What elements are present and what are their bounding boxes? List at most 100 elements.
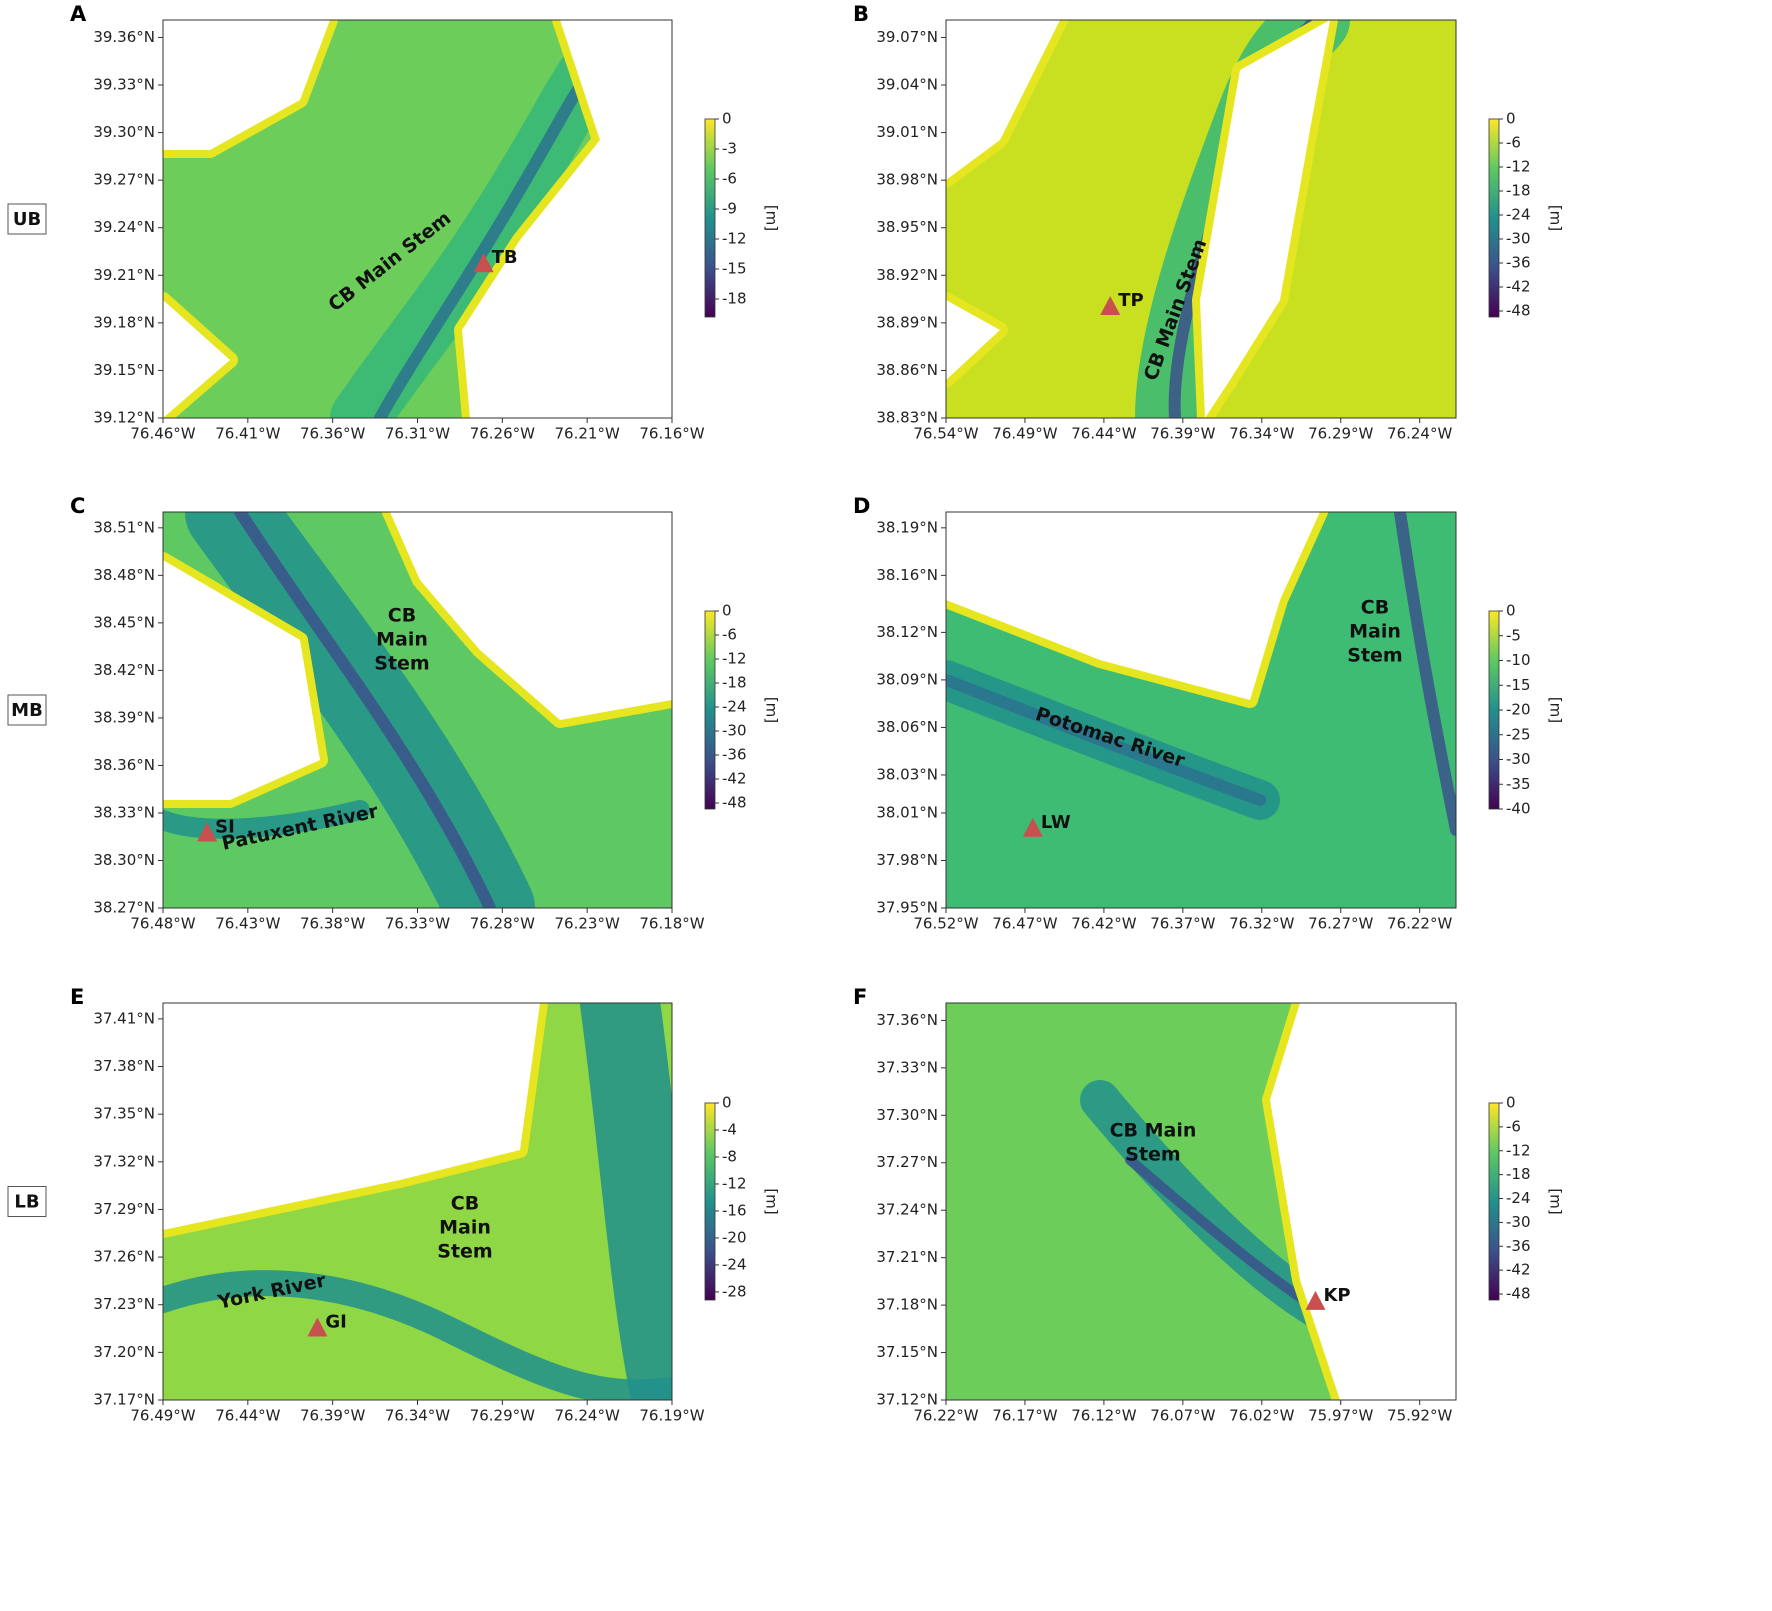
land (163, 300, 230, 418)
colorbar (1488, 118, 1500, 318)
x-tick-label: 76.47°W (992, 915, 1057, 933)
region-label: MB (11, 700, 43, 721)
x-tick-label: 76.34°W (1229, 425, 1294, 443)
channel (163, 800, 370, 839)
colorbar-tick-label: -15 (722, 260, 747, 278)
y-tick-label: 37.95°N (876, 899, 938, 917)
y-tick-label: 37.29°N (93, 1200, 155, 1218)
y-tick-label: 37.23°N (93, 1295, 155, 1313)
colorbar-tick-label: -30 (1506, 1213, 1531, 1231)
axes-frame (945, 511, 1457, 909)
channel (946, 674, 1266, 806)
x-tick-label: 76.38°W (300, 915, 365, 933)
colorbar-label: [m] (763, 205, 781, 231)
colorbar-tick-label: -48 (1506, 302, 1531, 320)
colorbar-tick-label: -36 (1506, 254, 1531, 272)
land (163, 1003, 540, 1230)
y-tick-label: 39.15°N (93, 361, 155, 379)
y-tick-label: 37.18°N (876, 1296, 938, 1314)
x-tick-label: 76.44°W (1071, 425, 1136, 443)
map-annotation: CB (1361, 597, 1389, 619)
y-tick-label: 38.03°N (876, 765, 938, 783)
y-tick-label: 38.09°N (876, 670, 938, 688)
x-tick-label: 76.37°W (1150, 915, 1215, 933)
colorbar-tick-label: -12 (722, 650, 747, 668)
colorbar-tick-label: -4 (722, 1120, 737, 1138)
x-tick-label: 76.33°W (385, 915, 450, 933)
colorbar-tick-label: -18 (722, 290, 747, 308)
colorbar-tick-label: -36 (722, 746, 747, 764)
colorbar-tick-label: -5 (1506, 626, 1521, 644)
map-annotation: Main (376, 629, 428, 651)
bathymetry (946, 512, 1456, 908)
colorbar-tick-label: 0 (722, 110, 732, 128)
x-tick-label: 76.17°W (992, 1407, 1057, 1425)
x-tick-label: 76.34°W (385, 1407, 450, 1425)
land (163, 20, 330, 150)
x-tick-label: 76.42°W (1071, 915, 1136, 933)
land (946, 300, 1000, 380)
colorbar-tick-label: -6 (722, 170, 737, 188)
colorbar-tick-label: -30 (1506, 750, 1531, 768)
y-tick-label: 39.18°N (93, 313, 155, 331)
x-tick-label: 76.44°W (215, 1407, 280, 1425)
land (462, 20, 672, 418)
y-tick-label: 38.83°N (876, 409, 938, 427)
bathymetry (163, 512, 672, 908)
panel-letter: D (853, 494, 870, 518)
colorbar-tick-label: -35 (1506, 775, 1531, 793)
colorbar-label: [m] (763, 697, 781, 723)
y-tick-label: 39.36°N (93, 28, 155, 46)
x-tick-label: 76.29°W (470, 1407, 535, 1425)
map-panel: 76.52°W 76.47°W 76.42°W 76.37°W 76.32°W 76.27… (853, 494, 1565, 933)
station-marker (307, 1317, 328, 1337)
x-tick-label: 76.23°W (555, 915, 620, 933)
colorbar-tick-label: -20 (1506, 701, 1531, 719)
x-tick-label: 76.18°W (639, 915, 704, 933)
colorbar-tick-label: -28 (722, 1282, 747, 1300)
colorbar-tick-label: -30 (722, 722, 747, 740)
colorbar-tick-label: -18 (1506, 1165, 1531, 1183)
x-tick-label: 76.22°W (913, 1407, 978, 1425)
land (946, 512, 1320, 700)
colorbar-label: [m] (1547, 1188, 1565, 1214)
x-tick-label: 76.19°W (639, 1407, 704, 1425)
x-tick-label: 76.39°W (1150, 425, 1215, 443)
x-tick-label: 76.24°W (1387, 425, 1452, 443)
colorbar (704, 118, 716, 318)
x-tick-label: 76.29°W (1308, 425, 1373, 443)
y-tick-label: 38.45°N (93, 613, 155, 631)
colorbar (1488, 1102, 1500, 1301)
y-tick-label: 38.89°N (876, 313, 938, 331)
map-annotation: CB (388, 605, 416, 627)
y-tick-label: 39.04°N (876, 76, 938, 94)
y-tick-label: 38.48°N (93, 566, 155, 584)
y-tick-label: 37.41°N (93, 1009, 155, 1027)
map-annotation: Stem (437, 1241, 492, 1263)
x-tick-label: 76.27°W (1308, 915, 1373, 933)
y-tick-label: 37.24°N (876, 1201, 938, 1219)
colorbar-tick-label: 0 (722, 1094, 732, 1112)
y-tick-label: 39.01°N (876, 123, 938, 141)
x-tick-label: 76.48°W (130, 915, 195, 933)
y-tick-label: 39.12°N (93, 409, 155, 427)
y-tick-label: 39.21°N (93, 266, 155, 284)
land (946, 20, 1060, 180)
map-panel: 76.48°W 76.43°W 76.38°W 76.33°W 76.28°W 76.23… (7, 494, 781, 933)
colorbar-tick-label: -12 (722, 1174, 747, 1192)
colorbar-tick-label: -6 (1506, 134, 1521, 152)
colorbar-tick-label: -12 (1506, 1141, 1531, 1159)
y-tick-label: 37.35°N (93, 1105, 155, 1123)
map-annotation: CB (451, 1193, 479, 1215)
panel-letter: F (853, 985, 867, 1009)
x-tick-label: 76.49°W (130, 1407, 195, 1425)
colorbar-tick-label: -48 (1506, 1285, 1531, 1303)
x-tick-label: 75.97°W (1308, 1407, 1373, 1425)
station-marker (197, 822, 218, 842)
station-marker (1305, 1290, 1326, 1310)
y-tick-label: 37.21°N (876, 1248, 938, 1266)
colorbar-tick-label: -18 (1506, 182, 1531, 200)
x-tick-label: 76.52°W (913, 915, 978, 933)
y-tick-label: 38.98°N (876, 171, 938, 189)
